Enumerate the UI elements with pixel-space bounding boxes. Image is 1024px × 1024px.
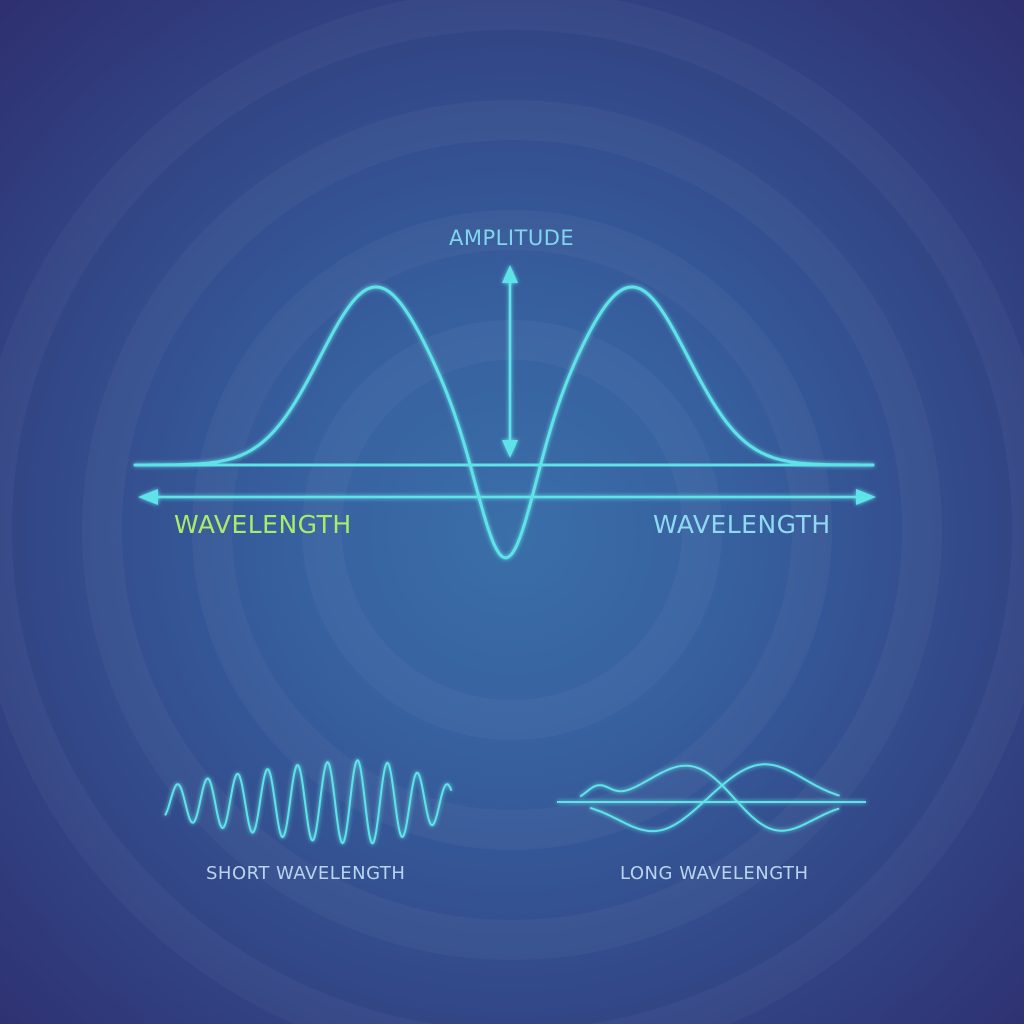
wavelength-label-right: WAVELENGTH xyxy=(653,510,831,539)
main-wave xyxy=(133,285,875,560)
long-wavelength-wave xyxy=(557,763,866,833)
amplitude-arrow xyxy=(502,265,518,458)
background-rings xyxy=(0,10,1024,1024)
wavelength-arrow xyxy=(138,489,876,505)
long-wavelength-label: LONG WAVELENGTH xyxy=(620,863,809,884)
wavelength-label-left: WAVELENGTH xyxy=(174,510,352,539)
short-wavelength-wave xyxy=(164,759,453,845)
short-wavelength-label: SHORT WAVELENGTH xyxy=(206,863,406,884)
amplitude-label: AMPLITUDE xyxy=(449,226,575,250)
